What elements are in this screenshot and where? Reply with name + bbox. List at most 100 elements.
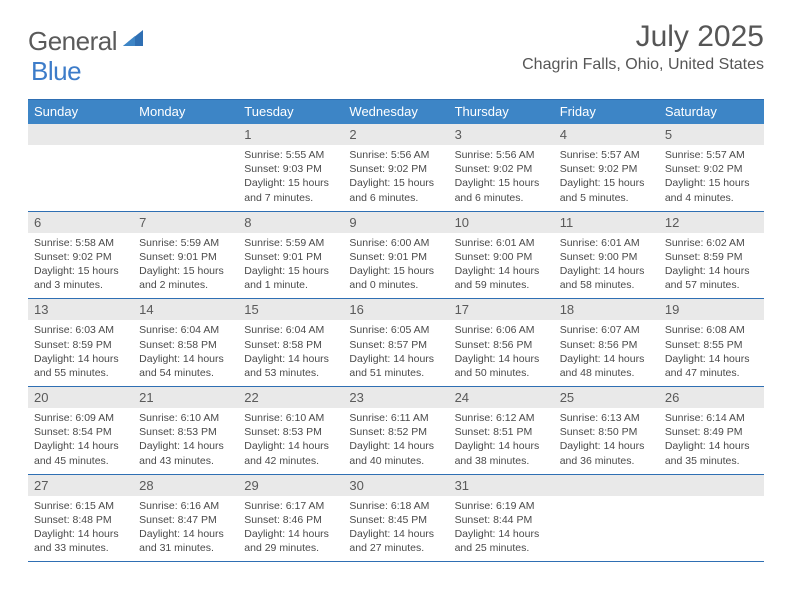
day-sunset: Sunset: 8:56 PM xyxy=(560,338,653,352)
day-daylight2: and 45 minutes. xyxy=(34,454,127,468)
day-sunrise: Sunrise: 6:03 AM xyxy=(34,323,127,337)
day-daylight2: and 33 minutes. xyxy=(34,541,127,555)
weeks-container: 1Sunrise: 5:55 AMSunset: 9:03 PMDaylight… xyxy=(28,124,764,562)
day-sunrise: Sunrise: 6:06 AM xyxy=(455,323,548,337)
day-sunset: Sunset: 8:57 PM xyxy=(349,338,442,352)
day-daylight2: and 58 minutes. xyxy=(560,278,653,292)
day-number: 28 xyxy=(133,475,238,496)
day-sunrise: Sunrise: 6:14 AM xyxy=(665,411,758,425)
day-body: Sunrise: 6:14 AMSunset: 8:49 PMDaylight:… xyxy=(659,408,764,474)
day-number: 24 xyxy=(449,387,554,408)
day-number: 8 xyxy=(238,212,343,233)
day-daylight1: Daylight: 15 hours xyxy=(244,264,337,278)
day-daylight1: Daylight: 14 hours xyxy=(455,264,548,278)
day-sunset: Sunset: 9:00 PM xyxy=(560,250,653,264)
day-daylight2: and 5 minutes. xyxy=(560,191,653,205)
day-sunset: Sunset: 9:02 PM xyxy=(560,162,653,176)
day-cell: 4Sunrise: 5:57 AMSunset: 9:02 PMDaylight… xyxy=(554,124,659,211)
day-cell: 25Sunrise: 6:13 AMSunset: 8:50 PMDayligh… xyxy=(554,387,659,474)
day-daylight1: Daylight: 14 hours xyxy=(349,439,442,453)
day-daylight1: Daylight: 14 hours xyxy=(139,439,232,453)
day-sunrise: Sunrise: 5:57 AM xyxy=(665,148,758,162)
day-body: Sunrise: 6:07 AMSunset: 8:56 PMDaylight:… xyxy=(554,320,659,386)
day-body: Sunrise: 6:01 AMSunset: 9:00 PMDaylight:… xyxy=(449,233,554,299)
day-number xyxy=(659,475,764,496)
day-body xyxy=(28,145,133,154)
day-sunrise: Sunrise: 6:17 AM xyxy=(244,499,337,513)
day-number: 4 xyxy=(554,124,659,145)
day-body: Sunrise: 6:04 AMSunset: 8:58 PMDaylight:… xyxy=(133,320,238,386)
day-number: 25 xyxy=(554,387,659,408)
day-cell: 15Sunrise: 6:04 AMSunset: 8:58 PMDayligh… xyxy=(238,299,343,386)
day-body: Sunrise: 5:58 AMSunset: 9:02 PMDaylight:… xyxy=(28,233,133,299)
day-cell: 14Sunrise: 6:04 AMSunset: 8:58 PMDayligh… xyxy=(133,299,238,386)
day-body xyxy=(554,496,659,505)
day-body: Sunrise: 6:17 AMSunset: 8:46 PMDaylight:… xyxy=(238,496,343,562)
day-daylight1: Daylight: 14 hours xyxy=(455,527,548,541)
day-number: 29 xyxy=(238,475,343,496)
day-body: Sunrise: 6:02 AMSunset: 8:59 PMDaylight:… xyxy=(659,233,764,299)
day-daylight2: and 2 minutes. xyxy=(139,278,232,292)
day-sunset: Sunset: 8:45 PM xyxy=(349,513,442,527)
day-sunrise: Sunrise: 6:01 AM xyxy=(560,236,653,250)
day-sunset: Sunset: 9:01 PM xyxy=(139,250,232,264)
day-daylight1: Daylight: 14 hours xyxy=(139,352,232,366)
day-number: 22 xyxy=(238,387,343,408)
day-daylight1: Daylight: 14 hours xyxy=(665,352,758,366)
day-sunrise: Sunrise: 6:04 AM xyxy=(139,323,232,337)
day-cell: 1Sunrise: 5:55 AMSunset: 9:03 PMDaylight… xyxy=(238,124,343,211)
day-daylight1: Daylight: 14 hours xyxy=(244,439,337,453)
day-daylight1: Daylight: 14 hours xyxy=(34,527,127,541)
day-cell: 10Sunrise: 6:01 AMSunset: 9:00 PMDayligh… xyxy=(449,212,554,299)
day-body: Sunrise: 5:57 AMSunset: 9:02 PMDaylight:… xyxy=(659,145,764,211)
day-number: 2 xyxy=(343,124,448,145)
day-body: Sunrise: 6:08 AMSunset: 8:55 PMDaylight:… xyxy=(659,320,764,386)
day-daylight2: and 25 minutes. xyxy=(455,541,548,555)
day-cell: 19Sunrise: 6:08 AMSunset: 8:55 PMDayligh… xyxy=(659,299,764,386)
day-daylight1: Daylight: 15 hours xyxy=(455,176,548,190)
day-sunset: Sunset: 8:49 PM xyxy=(665,425,758,439)
brand-word-2: Blue xyxy=(31,56,81,86)
dow-thursday: Thursday xyxy=(449,100,554,124)
day-cell: 9Sunrise: 6:00 AMSunset: 9:01 PMDaylight… xyxy=(343,212,448,299)
day-sunset: Sunset: 8:53 PM xyxy=(244,425,337,439)
brand-logo: General xyxy=(28,20,147,57)
day-daylight1: Daylight: 14 hours xyxy=(349,527,442,541)
day-daylight2: and 35 minutes. xyxy=(665,454,758,468)
day-number: 21 xyxy=(133,387,238,408)
day-daylight1: Daylight: 14 hours xyxy=(455,439,548,453)
day-number xyxy=(554,475,659,496)
day-sunset: Sunset: 8:53 PM xyxy=(139,425,232,439)
day-cell: 12Sunrise: 6:02 AMSunset: 8:59 PMDayligh… xyxy=(659,212,764,299)
day-daylight2: and 53 minutes. xyxy=(244,366,337,380)
day-sunrise: Sunrise: 6:02 AM xyxy=(665,236,758,250)
day-number: 20 xyxy=(28,387,133,408)
week-row: 6Sunrise: 5:58 AMSunset: 9:02 PMDaylight… xyxy=(28,212,764,300)
day-daylight1: Daylight: 15 hours xyxy=(349,264,442,278)
day-sunrise: Sunrise: 6:19 AM xyxy=(455,499,548,513)
day-number: 15 xyxy=(238,299,343,320)
day-daylight2: and 55 minutes. xyxy=(34,366,127,380)
day-number: 10 xyxy=(449,212,554,233)
day-cell: 23Sunrise: 6:11 AMSunset: 8:52 PMDayligh… xyxy=(343,387,448,474)
day-body: Sunrise: 6:10 AMSunset: 8:53 PMDaylight:… xyxy=(238,408,343,474)
day-cell xyxy=(554,475,659,562)
day-daylight1: Daylight: 14 hours xyxy=(665,264,758,278)
day-number xyxy=(28,124,133,145)
day-sunrise: Sunrise: 6:01 AM xyxy=(455,236,548,250)
day-daylight2: and 50 minutes. xyxy=(455,366,548,380)
day-sunset: Sunset: 8:52 PM xyxy=(349,425,442,439)
day-daylight2: and 27 minutes. xyxy=(349,541,442,555)
day-daylight1: Daylight: 14 hours xyxy=(244,527,337,541)
day-daylight2: and 43 minutes. xyxy=(139,454,232,468)
day-sunset: Sunset: 8:48 PM xyxy=(34,513,127,527)
day-sunset: Sunset: 9:02 PM xyxy=(665,162,758,176)
day-sunrise: Sunrise: 5:55 AM xyxy=(244,148,337,162)
day-sunrise: Sunrise: 6:04 AM xyxy=(244,323,337,337)
day-cell: 3Sunrise: 5:56 AMSunset: 9:02 PMDaylight… xyxy=(449,124,554,211)
day-daylight2: and 6 minutes. xyxy=(349,191,442,205)
day-sunset: Sunset: 8:51 PM xyxy=(455,425,548,439)
day-number: 23 xyxy=(343,387,448,408)
dow-tuesday: Tuesday xyxy=(238,100,343,124)
day-cell: 11Sunrise: 6:01 AMSunset: 9:00 PMDayligh… xyxy=(554,212,659,299)
